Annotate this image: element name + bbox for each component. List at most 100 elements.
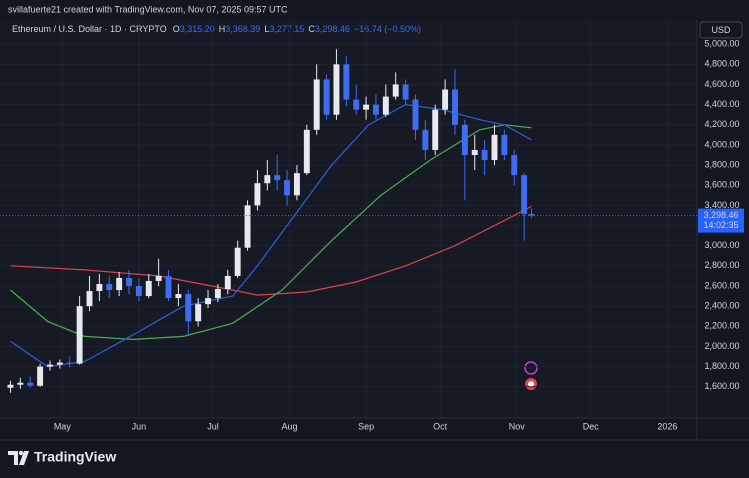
candle bbox=[452, 69, 458, 135]
last-price-label: 3,298.46 bbox=[703, 210, 738, 220]
countdown: 14:02:35 bbox=[703, 220, 738, 230]
brand: TradingView bbox=[34, 449, 116, 465]
candle bbox=[402, 79, 409, 105]
ohlc-key: O bbox=[173, 24, 180, 34]
candle-body bbox=[264, 175, 271, 184]
currency-box[interactable] bbox=[699, 21, 743, 39]
candle bbox=[422, 119, 429, 161]
candle bbox=[17, 377, 24, 389]
y-tick-label: 3,800.00 bbox=[704, 159, 739, 169]
ohlc-key: L bbox=[264, 24, 269, 34]
candle-body bbox=[175, 294, 182, 299]
logo-mark bbox=[8, 451, 29, 465]
y-tick-label: 2,800.00 bbox=[704, 260, 739, 270]
candle-body bbox=[521, 175, 528, 214]
candle-body bbox=[185, 294, 192, 322]
candle bbox=[37, 363, 44, 387]
ohlc-key: H bbox=[219, 24, 226, 34]
candle bbox=[293, 165, 300, 201]
candle-body bbox=[313, 79, 320, 130]
x-tick-label: Jul bbox=[207, 421, 219, 431]
y-tick-label: 3,400.00 bbox=[704, 200, 739, 210]
candle-body bbox=[116, 277, 123, 291]
candle bbox=[56, 359, 63, 369]
candle bbox=[432, 104, 439, 156]
x-tick-label: Aug bbox=[282, 421, 298, 431]
y-tick-label: 4,200.00 bbox=[704, 119, 739, 129]
candle-body bbox=[66, 362, 73, 364]
candle bbox=[274, 155, 281, 191]
candle-body bbox=[432, 109, 439, 150]
candle bbox=[471, 134, 478, 171]
candle bbox=[461, 119, 468, 201]
event-icon[interactable] bbox=[524, 361, 538, 375]
candle bbox=[27, 376, 34, 388]
logo: TradingView bbox=[8, 449, 116, 465]
y-tick-label: 2,200.00 bbox=[704, 321, 739, 331]
currency[interactable]: USD bbox=[711, 25, 731, 35]
change: −16.74 (−0.50%) bbox=[354, 24, 421, 34]
ohlc-value: 3,277.15 bbox=[269, 24, 304, 34]
ohlc-value: 3,315.20 bbox=[180, 24, 215, 34]
y-tick-label: 5,000.00 bbox=[704, 39, 739, 49]
candle-body bbox=[481, 149, 488, 161]
moving-average bbox=[10, 124, 532, 341]
candle bbox=[511, 149, 518, 186]
candle bbox=[353, 84, 360, 115]
last-price-box bbox=[698, 208, 744, 233]
y-tick-label: 4,800.00 bbox=[704, 59, 739, 69]
candle-body bbox=[372, 104, 379, 115]
candle bbox=[96, 273, 103, 302]
y-tick-label: 3,600.00 bbox=[704, 180, 739, 190]
candle-body bbox=[461, 124, 468, 156]
candle bbox=[303, 124, 310, 176]
candle-body bbox=[284, 180, 291, 196]
candle bbox=[284, 170, 291, 206]
candle-body bbox=[126, 277, 132, 286]
candle bbox=[224, 269, 231, 295]
candle bbox=[126, 269, 132, 295]
y-tick-label: 2,600.00 bbox=[704, 280, 739, 290]
candle-body bbox=[254, 183, 261, 206]
candle-body bbox=[528, 213, 535, 216]
candle-body bbox=[412, 99, 419, 130]
candle bbox=[244, 200, 251, 251]
candle bbox=[155, 258, 162, 286]
candle-body bbox=[234, 247, 241, 276]
x-tick-label: Oct bbox=[433, 421, 448, 431]
candle-body bbox=[37, 366, 44, 386]
candle bbox=[7, 380, 14, 393]
y-tick-label: 2,400.00 bbox=[704, 301, 739, 311]
candle-body bbox=[195, 304, 202, 322]
x-tick-label: Dec bbox=[583, 421, 600, 431]
logo-dot bbox=[18, 450, 24, 456]
candle-body bbox=[392, 84, 399, 97]
candle bbox=[442, 79, 449, 115]
candle bbox=[234, 240, 241, 278]
candle-body bbox=[333, 64, 340, 115]
ohlc-key: C bbox=[308, 24, 315, 34]
candle bbox=[135, 277, 142, 302]
candle-body bbox=[323, 79, 330, 115]
candle bbox=[412, 94, 419, 140]
candle-body bbox=[56, 362, 63, 365]
candle-body bbox=[382, 96, 389, 115]
candle-body bbox=[274, 175, 281, 181]
candle-body bbox=[76, 306, 83, 364]
candle-body bbox=[402, 84, 409, 100]
symbol-title: Ethereum / U.S. Dollar · 1D · CRYPTO bbox=[12, 24, 167, 34]
candle bbox=[333, 49, 340, 120]
candle-body bbox=[303, 129, 310, 174]
candle bbox=[175, 283, 182, 307]
candle-body bbox=[165, 275, 172, 299]
candle bbox=[66, 356, 73, 368]
x-tick-label: Nov bbox=[509, 421, 526, 431]
candle-body bbox=[224, 275, 231, 290]
candle bbox=[185, 290, 192, 335]
candle bbox=[106, 275, 113, 299]
candle bbox=[116, 271, 123, 297]
candle-body bbox=[145, 280, 152, 297]
candle-body bbox=[363, 104, 370, 110]
candle-body bbox=[96, 283, 103, 292]
